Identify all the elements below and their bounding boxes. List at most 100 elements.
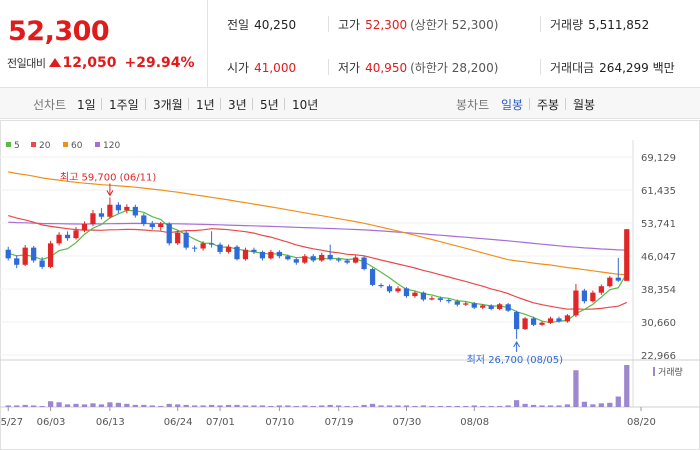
candle-body	[403, 288, 410, 297]
candle-body	[319, 254, 325, 261]
legend-swatch	[63, 142, 68, 147]
chart-grid	[0, 120, 700, 450]
volume-bar	[158, 405, 164, 407]
candle-body	[513, 311, 520, 330]
candle-body	[420, 292, 427, 300]
candle-body	[530, 318, 537, 325]
legend-swatch	[95, 142, 100, 147]
legend-swatch	[31, 142, 36, 147]
candle-monthly[interactable]: 월봉	[573, 98, 596, 112]
volume-bars: 거래량	[5, 365, 683, 407]
candle-body	[361, 257, 367, 270]
candle-body	[293, 259, 299, 263]
candle-body	[200, 243, 206, 249]
candle-body	[573, 290, 579, 316]
change-row: 전일대비 12,050 +29.94%	[7, 55, 195, 71]
volume-bar	[386, 405, 393, 407]
period-3y[interactable]: 3년	[228, 98, 247, 112]
open-value: 41,000	[254, 61, 297, 75]
period-3m[interactable]: 3개월	[153, 98, 183, 112]
volume-bar	[463, 405, 469, 407]
period-10y[interactable]: 10년	[292, 98, 319, 112]
candle-body	[598, 286, 604, 293]
volume-bar	[183, 404, 189, 407]
ma60-line	[8, 171, 627, 276]
ma-legend: 5 20 60 120	[6, 141, 120, 151]
high-value: 52,300	[365, 18, 408, 32]
line-chart-tab[interactable]: 선차트	[33, 98, 67, 112]
divider	[328, 59, 329, 75]
candle-body	[412, 292, 418, 297]
y-tick-label: 22,966	[641, 351, 676, 362]
volume-bar	[5, 405, 11, 407]
candle-body	[64, 234, 71, 239]
candle-body	[132, 206, 138, 216]
divider	[328, 16, 329, 32]
change-amount: 12,050	[62, 55, 117, 71]
volume-bar	[437, 405, 443, 407]
high-stat: 고가 52,300 (상한가 52,300)	[338, 16, 498, 33]
ma20-line	[8, 215, 628, 310]
candle-body	[251, 249, 257, 252]
legend-label: 5	[14, 141, 20, 151]
change-label: 전일대비	[7, 57, 46, 70]
trade-value-label: 거래대금	[550, 61, 595, 75]
volume-bar	[607, 402, 613, 407]
volume-bar	[47, 401, 54, 407]
volume-bar	[505, 405, 511, 407]
period-5y[interactable]: 5년	[260, 98, 279, 112]
period-1d[interactable]: 1일	[77, 98, 96, 112]
volume-bar	[412, 405, 418, 407]
candle-body	[98, 213, 105, 217]
lower-limit: (하한가 28,200)	[410, 61, 499, 75]
trade-value-stat: 거래대금 264,299 백만	[550, 59, 675, 76]
prev-close-stat: 전일 40,250	[227, 16, 296, 33]
x-tick-label: 06/03	[37, 417, 66, 428]
price-box: 52,300 전일대비 12,050 +29.94%	[0, 0, 208, 88]
candle-body	[149, 224, 155, 228]
candle-body	[539, 322, 545, 325]
volume-bar	[302, 405, 308, 407]
volume-bar	[598, 403, 604, 407]
volume-bar	[446, 405, 452, 407]
candle-weekly[interactable]: 주봉	[537, 98, 560, 112]
volume-bar	[556, 405, 562, 407]
volume-bar	[454, 405, 460, 407]
candles	[5, 197, 630, 339]
candle-body	[22, 247, 28, 265]
high-label: 고가	[338, 18, 361, 32]
candle-body	[276, 251, 282, 257]
annotations: 최고 59,700 (06/11) 최저 26,700 (08/05)	[60, 171, 563, 366]
volume-bar	[488, 405, 494, 407]
period-1y[interactable]: 1년	[196, 98, 215, 112]
moving-averages	[8, 171, 628, 324]
volume-bar	[141, 404, 147, 407]
prev-close-value: 40,250	[254, 18, 297, 32]
upper-limit: (상한가 52,300)	[410, 18, 499, 32]
candle-daily[interactable]: 일봉	[501, 98, 524, 112]
volume-bar	[420, 405, 427, 407]
candle-body	[302, 256, 308, 263]
prev-close-label: 전일	[227, 18, 250, 32]
high-arrow-head	[106, 190, 114, 197]
volume-bar	[530, 404, 537, 407]
volume-bar	[208, 404, 215, 407]
candle-body	[429, 298, 435, 300]
divider	[188, 98, 189, 110]
volume-bar	[81, 404, 88, 407]
trade-value: 264,299 백만	[599, 61, 675, 75]
volume-bar	[98, 404, 105, 407]
candle-body	[446, 299, 452, 302]
volume-bar	[624, 365, 630, 407]
candle-chart-tab[interactable]: 봉차트	[456, 98, 490, 112]
volume-bar	[149, 405, 155, 407]
period-1w[interactable]: 1주일	[109, 98, 139, 112]
legend-label: 60	[71, 141, 83, 151]
low-stat: 저가 40,950 (하한가 28,200)	[338, 59, 498, 76]
stock-chart[interactable]: 5 20 60 120 69,129 61,435 53,741 46,047 38,354 3…	[0, 120, 700, 450]
y-tick-label: 30,660	[641, 318, 676, 329]
candle-body	[353, 257, 359, 263]
volume-bar	[56, 402, 62, 407]
volume-bar	[166, 403, 172, 407]
volume-bar	[90, 403, 96, 407]
